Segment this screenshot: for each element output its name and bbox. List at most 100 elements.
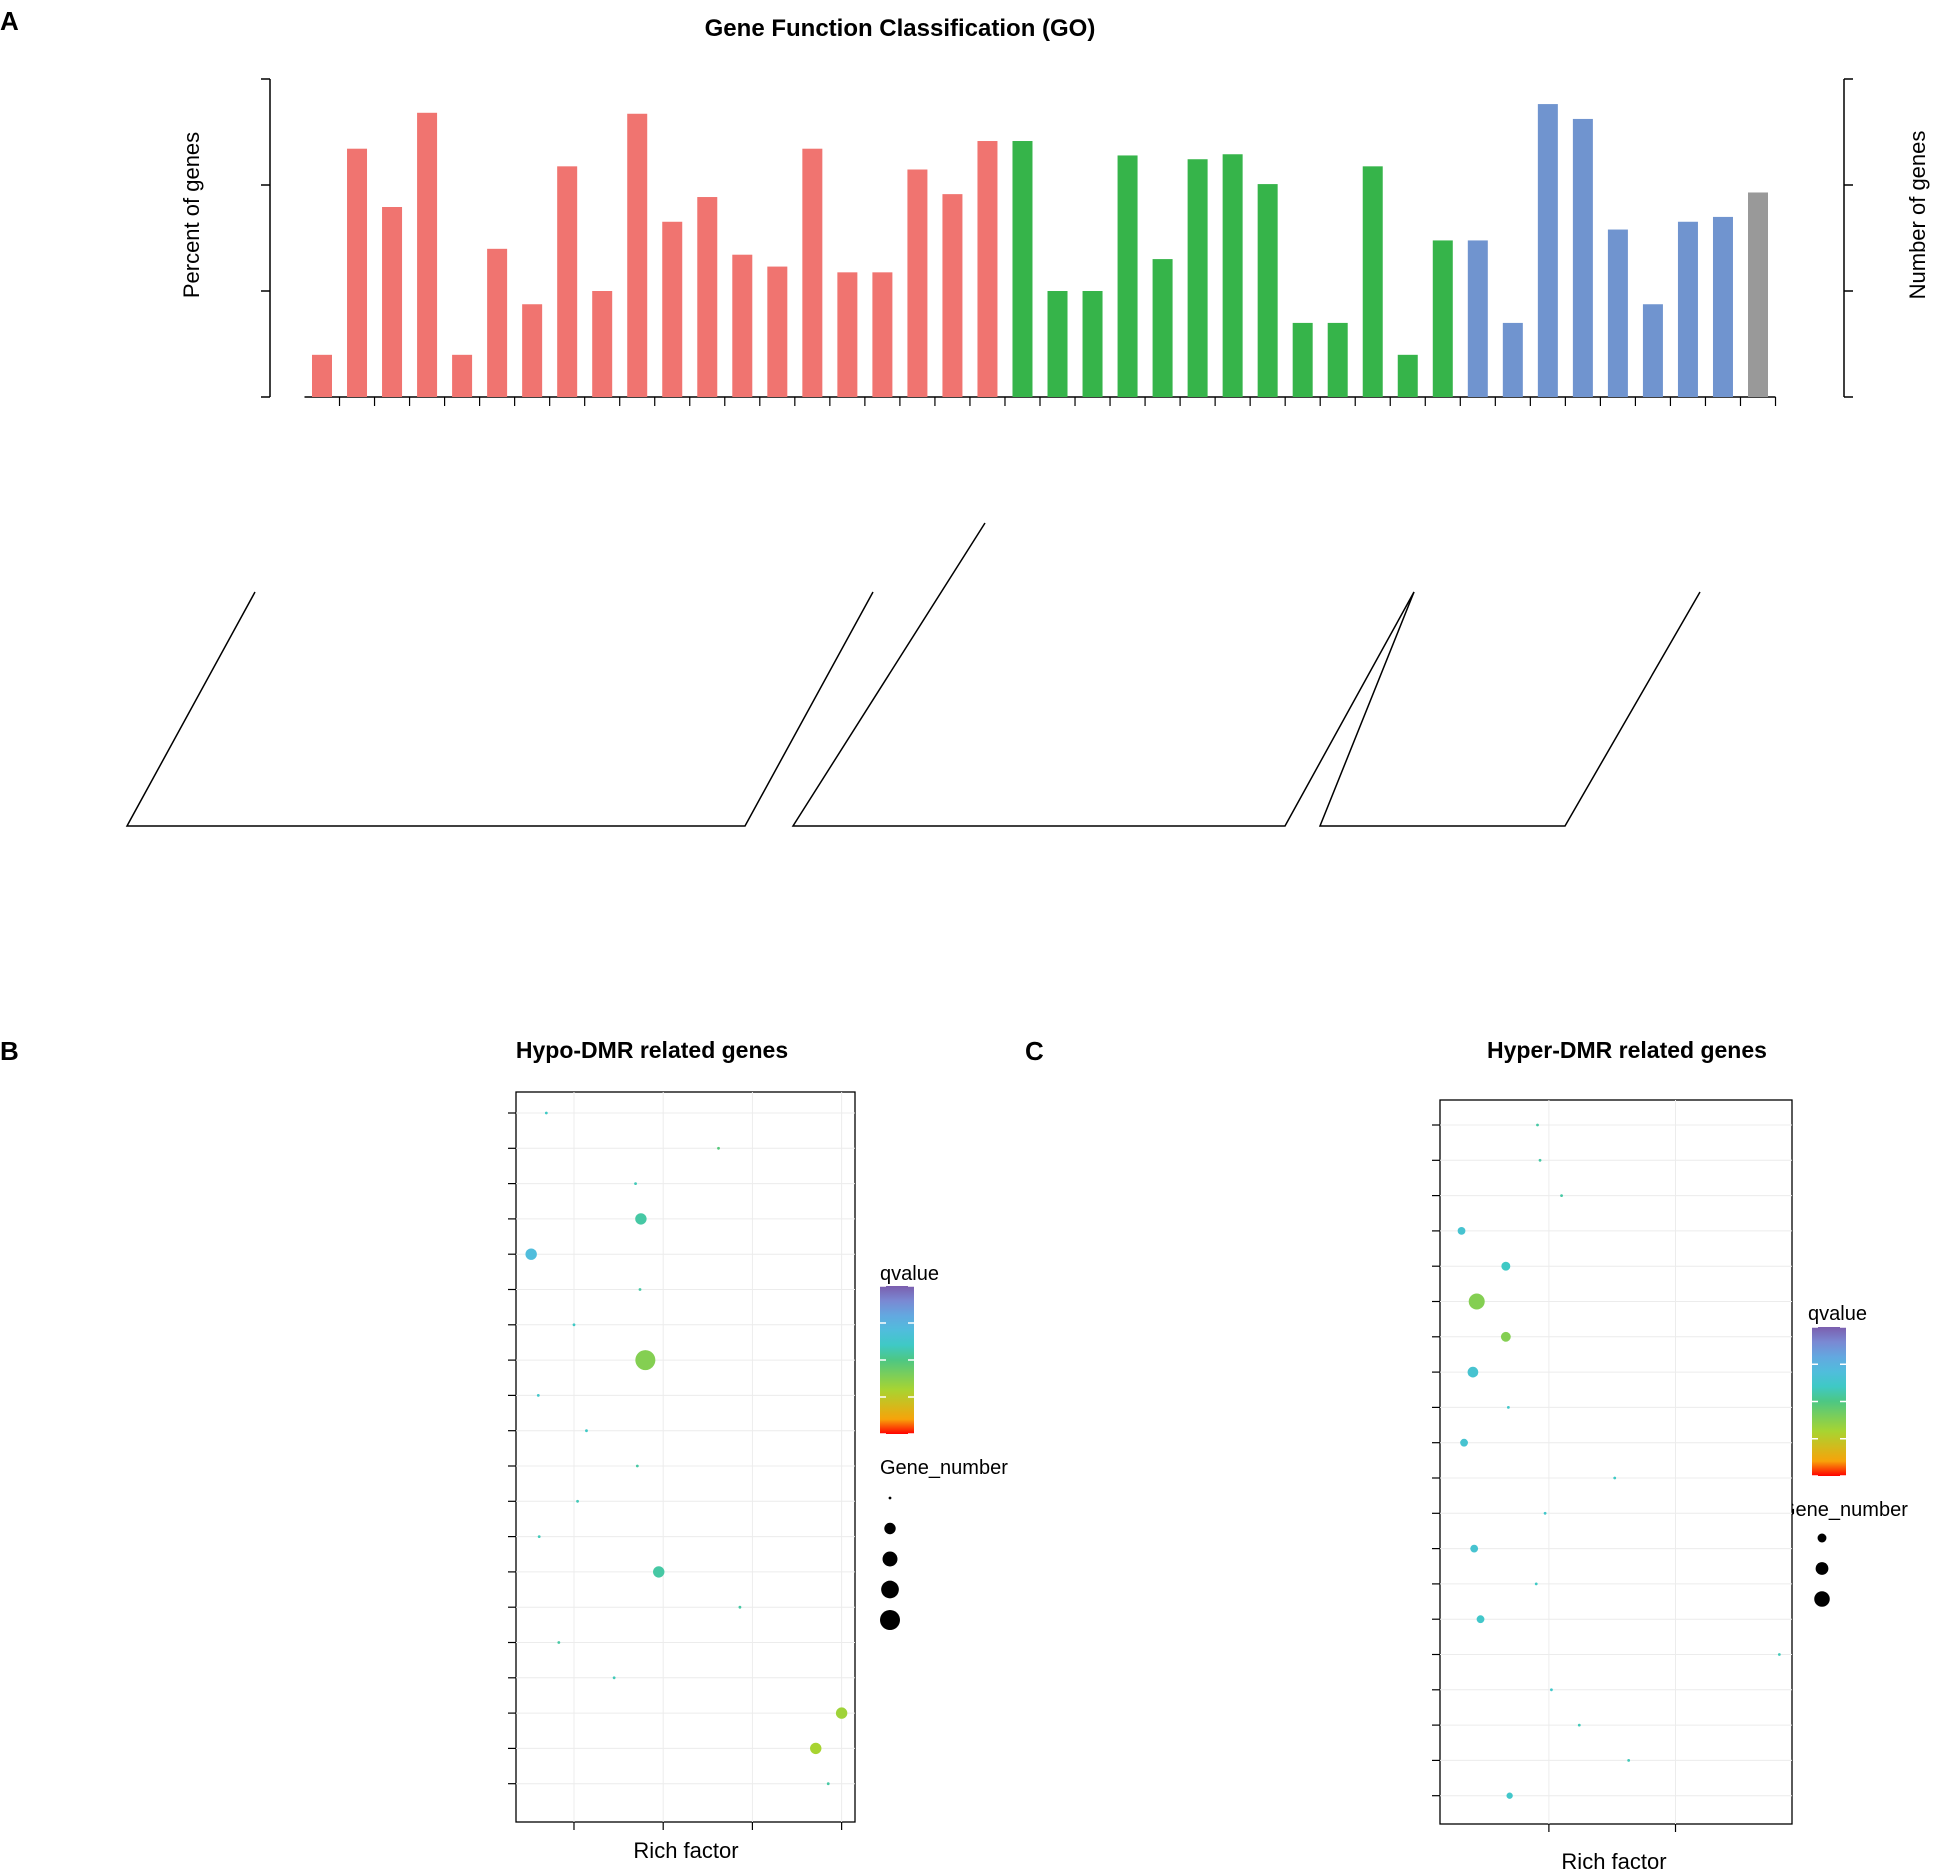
hypo-point-peroxisome: [585, 1429, 588, 1433]
hypo-point-fatty-acid-elongation: [738, 1605, 742, 1609]
hypo-point-beta-alanine-metabolism: [835, 1707, 848, 1719]
go-bar-multicellular-organismal-process: [662, 221, 683, 397]
go-bar-supramolecular-complex: [1397, 354, 1418, 397]
go-group-bracket-molecular-function: [1318, 591, 1701, 827]
hyper-legend-size-dot: [1814, 1591, 1830, 1607]
hypo-legend-qvalue-title: qvalue: [880, 1263, 939, 1285]
go-bar-transcription-regulator-activity: [1712, 216, 1733, 397]
hyper-chart-title: Hyper-DMR related genes: [1487, 1037, 1767, 1063]
hyper-point-cysteine-and-methionine-metabolism: [1476, 1615, 1485, 1624]
hypo-point-ubiquinone-and-other-terpenoid-quinone-biosynthesis: [717, 1146, 720, 1150]
hyper-point-one-carbon-pool-by-folate: [1543, 1511, 1547, 1515]
hypo-legend-size-dot: [888, 1496, 892, 1500]
go-bar-virion: [1432, 240, 1453, 397]
hypo-point-cysteine-and-methionine-metabolism: [557, 1641, 561, 1644]
hyper-point-oxidative-phosphorylation: [1460, 1438, 1468, 1447]
go-bar-other-organism: [1292, 322, 1313, 397]
hypo-point-carbon-fixation-in-photosynthetic-organisms: [612, 1676, 616, 1680]
go-y-axis-left-label: Percent of genes: [179, 132, 204, 298]
hyper-point-rna-transport: [1457, 1227, 1466, 1235]
hypo-point-plant-hormone-signal-transduction: [635, 1350, 656, 1371]
go-chart-title: Gene Function Classification (GO): [705, 15, 1096, 42]
go-bar-cell: [977, 141, 998, 397]
hyper-point-butanoate-metabolism: [1550, 1688, 1553, 1692]
go-bar-protein-containing-complex: [1362, 166, 1383, 397]
go-bar-developmental-process: [487, 248, 508, 397]
hypo-legend-size-dot: [880, 1610, 900, 1630]
go-bar-localization: [557, 166, 578, 397]
panel-label-b: B: [0, 1036, 19, 1066]
go-bar-transporter-activity: [1748, 192, 1768, 397]
hypo-point-ubiquitin-mediated-proteolysis: [544, 1111, 548, 1115]
hyper-point-plant-hormone-signal-transduction: [1467, 1366, 1479, 1378]
hyper-point-basal-transcription-factors: [1506, 1792, 1513, 1799]
go-bar-immune-system-process: [522, 304, 543, 397]
hyper-point-pantothenate-and-coa-biosynthesis: [1506, 1406, 1510, 1409]
hyper-dmr-bubble-chart: Hyper-DMR related genes Rich factor qval…: [1432, 1037, 1908, 1873]
hypo-point-purine-metabolism: [572, 1323, 576, 1327]
go-group-bracket-cellular-component: [791, 522, 1415, 827]
hyper-point-selenocompound-metabolism: [1560, 1194, 1563, 1197]
hypo-point-pentose-and-glucuronate-interconversions: [576, 1499, 579, 1503]
go-bar-chart: Gene Function Classification (GO) Percen…: [125, 15, 1930, 827]
panel-label-a: A: [0, 6, 19, 36]
go-bar-extracellular-region-part: [1082, 291, 1103, 397]
go-bar-cell-part: [1012, 141, 1033, 397]
go-bar-metabolic-process: [627, 113, 648, 397]
hypo-chart-title: Hypo-DMR related genes: [516, 1037, 788, 1063]
go-bar-signaling: [942, 194, 963, 397]
hyper-point-ribosome: [1468, 1293, 1485, 1310]
hypo-point-pentose-phosphate-pathway: [635, 1464, 639, 1468]
hypo-point-phenylpropanoid-biosynthesis: [536, 1394, 540, 1397]
hyper-point-mapk-signaling-pathway-plant: [1470, 1544, 1479, 1553]
hyper-legend-size-dot: [1815, 1562, 1829, 1575]
go-bar-organelle-part: [1257, 184, 1278, 397]
go-bar-organelle: [1222, 154, 1243, 397]
panel-label-c: C: [1025, 1036, 1044, 1066]
hypo-legend-size-dot: [881, 1580, 899, 1599]
hypo-point-rna-degradation: [635, 1213, 647, 1225]
go-bar-antioxidant-activity: [1502, 322, 1523, 397]
hypo-point-abc-transporters: [826, 1782, 830, 1786]
hyper-point-plant-pathogen-interaction: [1500, 1331, 1511, 1342]
hypo-point-glutathione-metabolism: [653, 1566, 665, 1578]
go-bar-cellular-component-organization-or-biogenesis: [382, 207, 403, 397]
hypo-legend-size-dot: [882, 1551, 898, 1567]
hypo-plot-frame: [515, 1091, 856, 1823]
hypo-legend-gene-number-title: Gene_number: [880, 1457, 1008, 1479]
hyper-x-axis-label: Rich factor: [1561, 1849, 1666, 1873]
go-bar-membrane-part: [1187, 159, 1208, 397]
hypo-point-oxidative-phosphorylation: [537, 1535, 541, 1538]
hyper-point-rna-degradation: [1501, 1261, 1511, 1271]
hyper-legend-qvalue-title: qvalue: [1808, 1303, 1867, 1325]
go-y-axis-right-label: Number of genes: [1905, 131, 1930, 300]
go-bar-response-to-stimulus: [907, 169, 928, 397]
hypo-point-arginine-and-proline-metabolism: [810, 1742, 822, 1755]
go-bar-cellular-process: [417, 112, 438, 398]
go-bar-biological-regulation: [347, 148, 368, 397]
hyper-point-biotin-metabolism: [1577, 1723, 1581, 1727]
hyper-legend-gene-number-title: Gene_number: [1780, 1499, 1908, 1521]
hypo-point-terpenoid-backbone-biosynthesis: [634, 1182, 637, 1185]
go-group-bracket-biological-process: [125, 591, 874, 827]
hyper-point-isoquinoline-alkaloid-biosynthesis: [1534, 1582, 1538, 1586]
go-bar-extracellular-region: [1047, 291, 1068, 397]
go-bar-virion-part: [1467, 240, 1488, 397]
hypo-legend-size-dot: [884, 1522, 896, 1535]
go-bar-reproduction: [837, 272, 858, 397]
go-bar-multi-organism-process: [697, 197, 718, 397]
hyper-point-valine-leucine-and-isoleucine-biosynthesis: [1536, 1123, 1539, 1127]
go-bar-catalytic-activity: [1572, 118, 1593, 397]
hypo-point-pyrimidine-metabolism: [638, 1288, 642, 1291]
go-bar-molecular-transducer-activity: [1642, 304, 1663, 397]
hyper-legend-size-dot: [1817, 1533, 1827, 1543]
go-bar-detoxification: [452, 354, 473, 397]
go-bar-positive-regulation-of-biological-process: [767, 266, 788, 397]
hyper-plot-frame: [1439, 1099, 1793, 1825]
hypo-x-axis-label: Rich factor: [633, 1838, 738, 1863]
go-bar-structural-molecule-activity: [1677, 221, 1698, 397]
hyper-point-biosynthesis-of-secondary-metabolites-unclassified: [1627, 1759, 1631, 1762]
hyper-point-other-types-of-o-glycan-biosynthesis: [1613, 1476, 1617, 1480]
go-bar-reproductive-process: [872, 272, 893, 397]
